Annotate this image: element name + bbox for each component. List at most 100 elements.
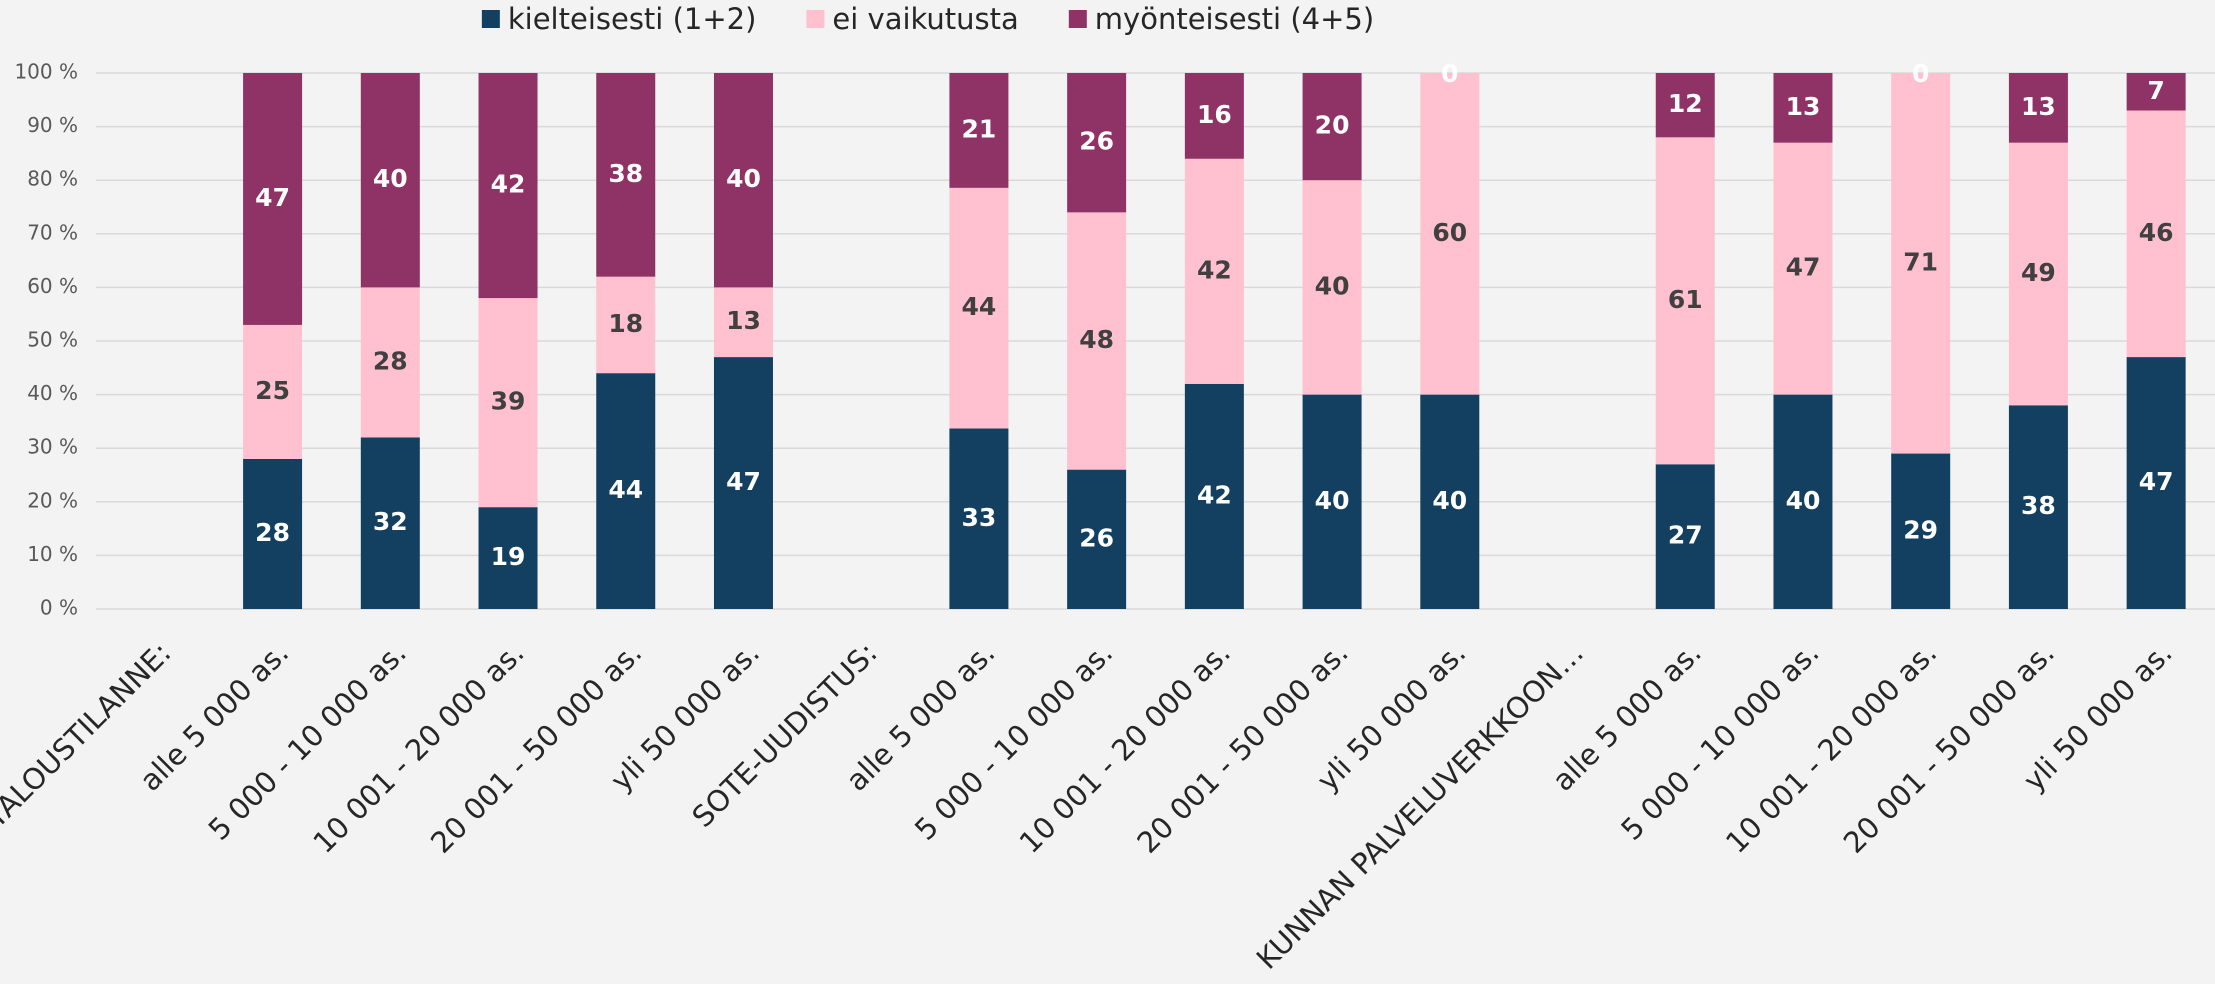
bar-segment: [243, 458, 303, 609]
y-tick-label: 30 %: [27, 435, 78, 459]
x-tick-label: 5 000 - 10 000 as.: [202, 636, 413, 847]
data-label: 40: [1315, 271, 1350, 300]
data-label: 25: [255, 376, 290, 405]
data-label: 47: [1786, 253, 1821, 282]
y-tick-label: 10 %: [27, 542, 78, 566]
bar-segment: [360, 287, 420, 438]
bar-segment: [949, 73, 1009, 188]
y-tick-label: 90 %: [27, 113, 78, 137]
data-label: 38: [608, 159, 643, 188]
bar-segment: [713, 287, 773, 358]
bar-segment: [2126, 357, 2186, 609]
bar-segment: [1184, 158, 1244, 384]
x-tick-label: 10 001 - 20 000 as.: [1719, 636, 1943, 860]
bar-segment: [1773, 142, 1833, 395]
data-label: 47: [2139, 467, 2174, 496]
bar-segment: [478, 298, 538, 508]
data-label: 46: [2139, 218, 2174, 247]
data-label: 28: [255, 518, 290, 547]
y-tick-label: 50 %: [27, 328, 78, 352]
data-label: 28: [373, 346, 408, 375]
data-label: 33: [962, 503, 997, 532]
bar-segment: [1773, 73, 1833, 143]
data-label: 21: [962, 114, 997, 143]
legend-label: ei vaikutusta: [832, 2, 1018, 36]
x-tick-label: TALOUSTILANNE:: [0, 636, 177, 836]
bar-segment: [713, 73, 773, 288]
y-tick-label: 100 %: [14, 60, 78, 84]
legend-swatch: [481, 10, 500, 28]
bar-segment: [1655, 464, 1715, 609]
data-label: 32: [373, 507, 408, 536]
bar-segment: [1067, 212, 1127, 470]
y-tick-label: 0 %: [40, 596, 78, 620]
data-label: 29: [1903, 515, 1938, 544]
bar-segment: [360, 437, 420, 609]
y-tick-label: 40 %: [27, 381, 78, 405]
data-label: 71: [1903, 247, 1938, 276]
data-label: 47: [255, 183, 290, 212]
data-label: 27: [1668, 521, 1703, 550]
data-label: 20: [1315, 111, 1350, 140]
data-label: 40: [726, 164, 761, 193]
data-label: 39: [491, 387, 526, 416]
bar-segment: [1184, 73, 1244, 159]
data-label: 26: [1079, 523, 1114, 552]
bar-segment: [243, 73, 303, 325]
y-tick-label: 80 %: [27, 167, 78, 191]
bar-segment: [1302, 180, 1362, 395]
legend-label: kielteisesti (1+2): [508, 2, 757, 36]
bar-segment: [1773, 394, 1833, 609]
bar-segment: [360, 73, 420, 288]
x-tick-label: 5 000 - 10 000 as.: [908, 636, 1119, 847]
data-label: 16: [1197, 100, 1232, 129]
data-label: 42: [1197, 255, 1232, 284]
x-tick-label: 10 001 - 20 000 as.: [1013, 636, 1237, 860]
legend: kielteisesti (1+2) ei vaikutusta myönteise…: [481, 2, 1374, 36]
data-label: 26: [1079, 127, 1114, 156]
bar-segment: [243, 324, 303, 459]
data-label: 47: [726, 467, 761, 496]
y-tick-label: 60 %: [27, 274, 78, 298]
data-label: 40: [1432, 486, 1467, 515]
bar-segment: [1655, 73, 1715, 138]
data-label: 7: [2147, 76, 2164, 105]
data-label: 13: [1786, 92, 1821, 121]
bar-segment: [2126, 110, 2186, 358]
bar-segment: [2008, 405, 2068, 609]
x-tick-label: 20 001 - 50 000 as.: [1837, 636, 2061, 860]
bar-segment: [596, 373, 656, 609]
bar-segment: [1420, 73, 1480, 395]
data-label: 0: [1912, 59, 1929, 88]
data-label: 13: [2021, 92, 2056, 121]
data-label: 38: [2021, 491, 2056, 520]
bar-segment: [2126, 73, 2186, 111]
x-tick-label: 20 001 - 50 000 as.: [424, 636, 648, 860]
y-tick-label: 20 %: [27, 488, 78, 512]
y-tick-label: 70 %: [27, 220, 78, 244]
data-label: 61: [1668, 285, 1703, 314]
x-tick-label: 20 001 - 50 000 as.: [1130, 636, 1354, 860]
bar-segment: [596, 73, 656, 277]
bar-segment: [478, 73, 538, 299]
data-label: 49: [2021, 258, 2056, 287]
data-label: 12: [1668, 89, 1703, 118]
bar-segment: [1420, 394, 1480, 609]
bar-segment: [1891, 73, 1951, 454]
data-label: 19: [491, 542, 526, 571]
data-label: 42: [1197, 480, 1232, 509]
bar-segment: [1302, 394, 1362, 609]
data-label: 40: [1786, 486, 1821, 515]
data-label: 48: [1079, 325, 1114, 354]
bar-segment: [1067, 73, 1127, 213]
data-label: 40: [373, 164, 408, 193]
bar-segment: [949, 187, 1009, 429]
data-label: 13: [726, 306, 761, 335]
data-label: 44: [962, 292, 997, 321]
data-label: 44: [608, 475, 643, 504]
legend-label: myönteisesti (4+5): [1095, 2, 1374, 36]
bar-segment: [1067, 469, 1127, 609]
legend-swatch: [1068, 10, 1087, 28]
